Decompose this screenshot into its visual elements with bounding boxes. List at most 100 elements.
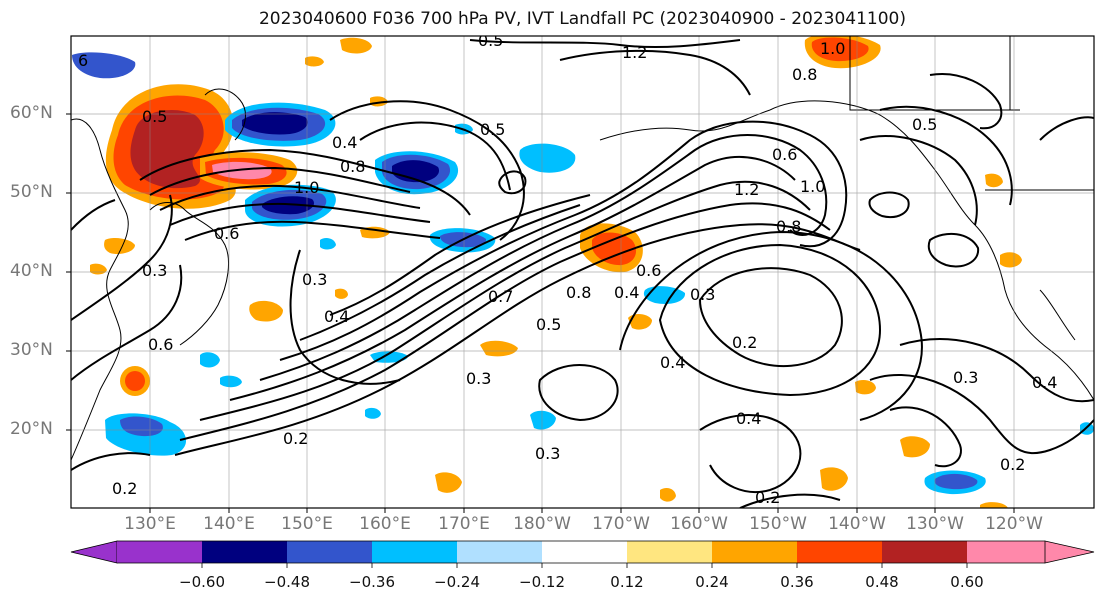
coast-alaska (769, 100, 976, 226)
contour-line (1039, 116, 1094, 141)
contour-line (71, 452, 151, 471)
colorbar-tick-label: −0.24 (434, 573, 480, 591)
contour-label: 0.3 (953, 368, 978, 387)
contour-label: 0.6 (636, 261, 661, 280)
contour-line (149, 166, 411, 196)
contour-line (868, 191, 910, 218)
colorbar-segment (967, 541, 1045, 563)
shade-positive (811, 37, 869, 62)
colorbar-tick-label: 0.36 (780, 573, 814, 591)
colorbar-tick-label: 0.60 (950, 573, 984, 591)
contour-layer (71, 39, 1094, 508)
contour-label: 0.5 (142, 107, 167, 126)
contour-line (559, 49, 751, 96)
contour-label: 0.4 (614, 283, 639, 302)
contour-label: 0.6 (214, 224, 239, 243)
contour-label: 1.0 (820, 39, 845, 58)
contour-label: 1.2 (734, 180, 759, 199)
contour-line (927, 232, 980, 268)
contour-line (698, 267, 843, 368)
contour-label: 0.8 (566, 283, 591, 302)
shade-positive (305, 56, 324, 67)
coast-alaska-aleutians (599, 109, 771, 141)
contour-label: 0.4 (324, 307, 349, 326)
contour-label: 0.2 (732, 333, 757, 352)
contour-label: 6 (78, 51, 88, 70)
colorbar-segment (202, 541, 287, 563)
contour-line (699, 414, 802, 493)
contour-label: 0.4 (736, 409, 761, 428)
shade-positive (130, 110, 204, 189)
contour-line (498, 170, 527, 195)
contour-label: 0.7 (488, 287, 513, 306)
contour-label: 0.2 (112, 479, 137, 498)
shade-positive (980, 502, 1008, 508)
colorbar-segment (882, 541, 967, 563)
contour-label: 1.0 (294, 178, 319, 197)
shade-negative (365, 407, 381, 419)
colorbar-tick-label: 0.24 (695, 573, 729, 591)
shade-negative (200, 352, 220, 368)
shade-positive (249, 300, 283, 322)
coast-kamchatka (204, 88, 246, 141)
contour-line (899, 338, 1094, 403)
lon-label: 170°W (592, 514, 650, 534)
shade-positive (104, 237, 135, 255)
coast-asia (71, 118, 129, 461)
shade-negative (519, 143, 576, 173)
colorbar-segment (542, 541, 627, 563)
shade-negative (320, 237, 336, 250)
contour-label: 0.5 (912, 115, 937, 134)
colorbar-tick-label: 0.48 (865, 573, 899, 591)
contour-label: 0.3 (466, 369, 491, 388)
colorbar-segment (70, 540, 118, 564)
contour-line (289, 249, 401, 385)
shade-positive (90, 263, 107, 275)
contour-label: 0.8 (792, 65, 817, 84)
contour-label: 0.2 (1000, 455, 1025, 474)
contour-line (259, 134, 828, 381)
colorbar (70, 540, 1095, 568)
shade-positive (855, 380, 876, 395)
shade-negative (242, 112, 308, 135)
contour-line (359, 121, 511, 191)
shade-positive (480, 340, 518, 357)
contour-line (199, 180, 811, 421)
contour-line (179, 202, 831, 441)
contour-label: 0.5 (478, 31, 503, 50)
contour-label: 0.4 (660, 353, 685, 372)
contour-label: 0.6 (148, 335, 173, 354)
contour-line (329, 194, 591, 316)
contour-line (739, 493, 841, 508)
shade-negative (72, 52, 136, 79)
colorbar-segment (372, 541, 457, 563)
axis-ticks (66, 113, 1015, 513)
coastline-layer (71, 36, 1094, 461)
contour-label: 0.4 (332, 133, 357, 152)
lon-label: 130°W (906, 514, 964, 534)
grid-layer (71, 36, 1094, 508)
lon-label: 130°E (124, 514, 176, 534)
shade-positive (1000, 252, 1022, 268)
contour-line (159, 184, 421, 211)
contour-line (139, 148, 471, 216)
colorbar-segment (797, 541, 882, 563)
contour-line (929, 73, 1003, 130)
contour-line (889, 406, 962, 468)
contour-label: 0.3 (535, 444, 560, 463)
shade-positive (340, 37, 372, 54)
contour-line (869, 374, 1094, 455)
contour-label: 0.3 (142, 261, 167, 280)
lon-label: 120°W (985, 514, 1043, 534)
contour-line (658, 243, 882, 397)
colorbar-tick-label: −0.60 (179, 573, 225, 591)
lat-label: 30°N (10, 340, 53, 360)
colorbar-segment (1044, 540, 1095, 564)
shade-positive (125, 371, 145, 391)
lon-label: 150°W (749, 514, 807, 534)
contour-label: 0.8 (776, 217, 801, 236)
shade-positive (900, 436, 930, 458)
contour-line (279, 120, 848, 361)
contour-line (71, 199, 116, 231)
